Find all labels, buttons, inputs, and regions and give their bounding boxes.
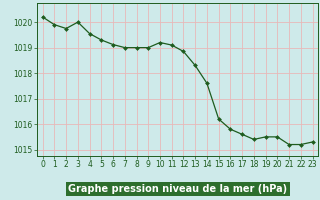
Text: Graphe pression niveau de la mer (hPa): Graphe pression niveau de la mer (hPa): [68, 184, 287, 194]
